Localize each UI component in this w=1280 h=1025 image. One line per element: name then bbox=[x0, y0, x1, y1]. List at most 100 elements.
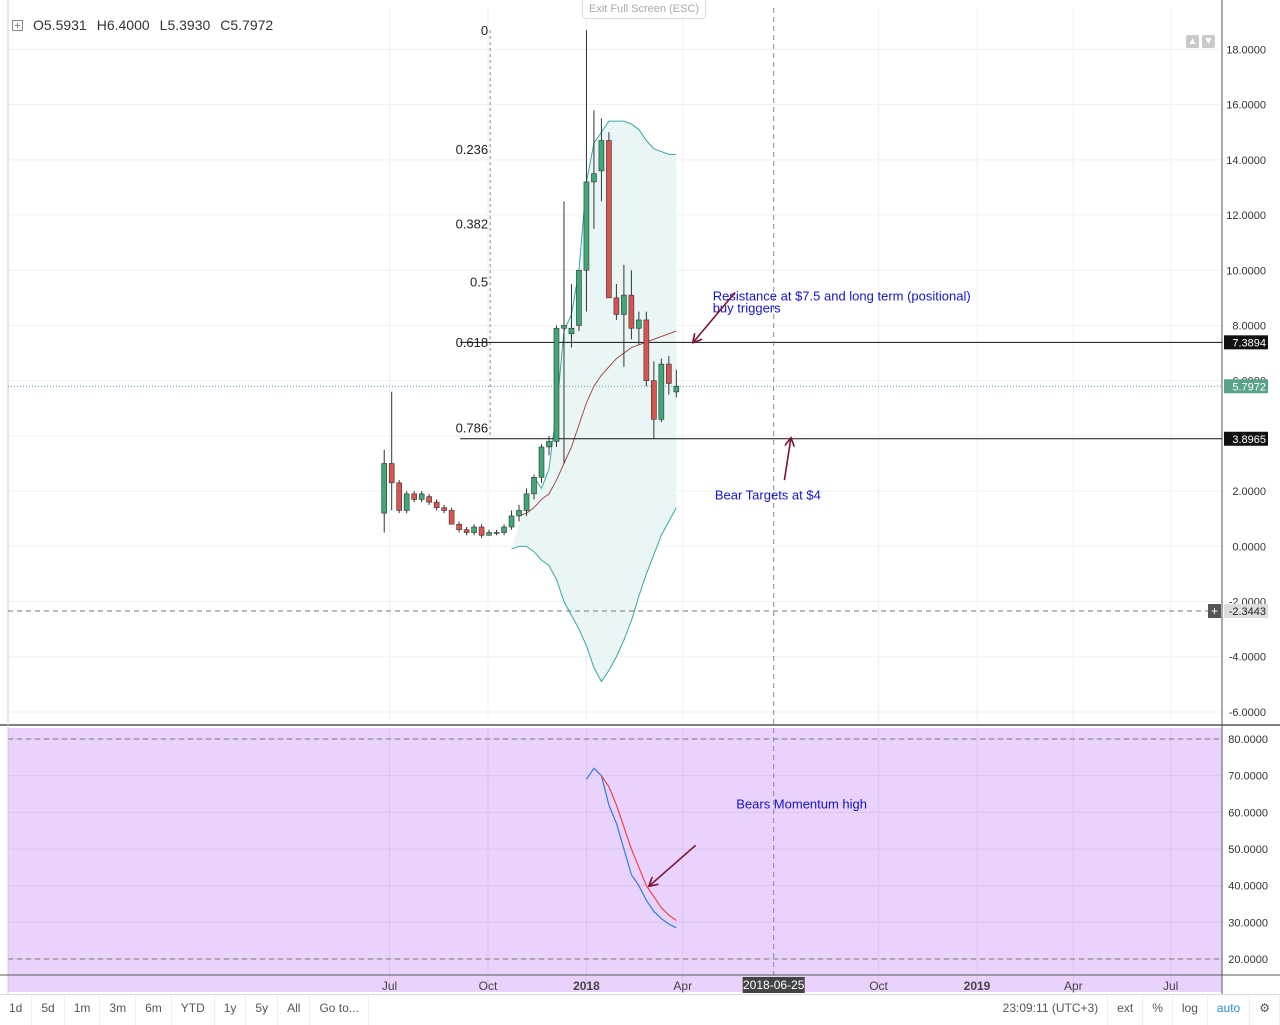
settings-gear-icon[interactable]: ⚙ bbox=[1250, 995, 1280, 1025]
log-toggle[interactable]: log bbox=[1173, 995, 1208, 1025]
expand-icon[interactable] bbox=[12, 19, 23, 31]
bollinger-lower-line bbox=[511, 507, 677, 683]
candle-body bbox=[501, 526, 507, 533]
price-tick-label: -4.0000 bbox=[1229, 652, 1266, 664]
crosshair-date-label: 2018-06-25 bbox=[743, 978, 805, 992]
range-6m[interactable]: 6m bbox=[136, 995, 172, 1025]
price-tick-label: 12.0000 bbox=[1226, 210, 1266, 222]
range-1d[interactable]: 1d bbox=[0, 995, 33, 1025]
ohlc-high: H6.4000 bbox=[96, 17, 150, 33]
pane-up-icon[interactable]: ▲ bbox=[1186, 35, 1199, 48]
candle-body bbox=[666, 363, 672, 384]
time-tick-label: Apr bbox=[673, 979, 692, 993]
candle-body bbox=[651, 380, 657, 420]
ext-toggle[interactable]: ext bbox=[1108, 995, 1144, 1025]
oscillator-tick-label: 70.0000 bbox=[1228, 771, 1268, 783]
annotation-resistance: buy triggers bbox=[713, 301, 781, 316]
bollinger-fill bbox=[511, 121, 677, 682]
percent-toggle[interactable]: % bbox=[1143, 995, 1173, 1025]
add-level-icon: + bbox=[1211, 604, 1218, 618]
oscillator-tick-label: 30.0000 bbox=[1228, 917, 1268, 929]
candle-body bbox=[418, 493, 425, 500]
price-tick-label: 10.0000 bbox=[1226, 265, 1266, 277]
time-tick-label: Jul bbox=[1163, 979, 1178, 993]
fibonacci-level-label: 0.236 bbox=[456, 142, 489, 157]
candle-body bbox=[403, 493, 410, 511]
arrow-bears-momentum bbox=[650, 844, 697, 885]
range-5d[interactable]: 5d bbox=[32, 995, 65, 1025]
candle-body bbox=[621, 294, 627, 315]
level-tag-bg bbox=[1224, 431, 1268, 446]
oscillator-d-line bbox=[600, 775, 677, 921]
time-tick-label: Apr bbox=[1064, 979, 1083, 993]
time-tick-label: Jul bbox=[382, 979, 397, 993]
arrow-resistance bbox=[693, 291, 736, 342]
candle-body bbox=[613, 297, 620, 315]
price-tick-label: 2.0000 bbox=[1232, 486, 1266, 498]
candle-body bbox=[583, 181, 590, 271]
bottom-toolbar: 1d 5d 1m 3m 6m YTD 1y 5y All Go to... 23… bbox=[0, 994, 1280, 1025]
candle-body bbox=[471, 526, 477, 533]
ohlc-legend: O5.5931 H6.4000 L5.3930 C5.7972 bbox=[12, 17, 273, 33]
candle-body bbox=[561, 325, 567, 329]
candle-body bbox=[643, 319, 650, 381]
candle-body bbox=[546, 441, 552, 448]
candle-body bbox=[673, 385, 680, 393]
price-tick-label: 14.0000 bbox=[1226, 155, 1266, 167]
ohlc-open: O5.5931 bbox=[33, 17, 87, 33]
pane-down-icon[interactable]: ▼ bbox=[1202, 35, 1215, 48]
candle-body bbox=[598, 140, 605, 172]
annotation-resistance: Resistance at $7.5 and long term (positi… bbox=[713, 289, 971, 304]
candle-body bbox=[591, 173, 597, 183]
range-all[interactable]: All bbox=[278, 995, 311, 1025]
time-tick-label: 2018 bbox=[573, 979, 600, 993]
dashed-level-tag: -2.3443 bbox=[1229, 606, 1266, 618]
range-5y[interactable]: 5y bbox=[246, 995, 279, 1025]
last-price-tag-bg bbox=[1224, 379, 1268, 394]
time-tick-label: Oct bbox=[479, 979, 498, 993]
arrow-bear-targets bbox=[783, 439, 790, 481]
candle-body bbox=[411, 493, 417, 500]
candle-body bbox=[493, 532, 500, 534]
candle-body bbox=[568, 327, 575, 335]
candle-body bbox=[463, 529, 470, 533]
time-tick-label: 2019 bbox=[964, 979, 991, 993]
price-tick-label: 0.0000 bbox=[1232, 541, 1266, 553]
range-3m[interactable]: 3m bbox=[100, 995, 137, 1025]
add-level-bg bbox=[1208, 604, 1221, 619]
fibonacci-level-label: 0.786 bbox=[456, 421, 489, 436]
candle-body bbox=[658, 363, 665, 420]
candle-body bbox=[636, 319, 642, 329]
oscillator-tick-label: 40.0000 bbox=[1228, 881, 1268, 893]
annotation-bears-momentum: Bears Momentum high bbox=[736, 797, 867, 812]
candle-body bbox=[606, 140, 612, 299]
range-1y[interactable]: 1y bbox=[215, 995, 247, 1025]
range-ytd[interactable]: YTD bbox=[172, 995, 215, 1025]
range-1m[interactable]: 1m bbox=[65, 995, 101, 1025]
candle-body bbox=[531, 477, 537, 495]
price-tick-label: 16.0000 bbox=[1226, 100, 1266, 112]
level-tag: 7.3894 bbox=[1232, 337, 1266, 349]
last-price-tag: 5.7972 bbox=[1232, 381, 1266, 393]
price-tick-label: 18.0000 bbox=[1226, 44, 1266, 56]
goto-button[interactable]: Go to... bbox=[310, 995, 369, 1025]
candle-body bbox=[576, 269, 582, 326]
auto-toggle[interactable]: auto bbox=[1208, 995, 1251, 1025]
price-tick-label: -6.0000 bbox=[1229, 707, 1266, 719]
oscillator-tick-label: 20.0000 bbox=[1228, 954, 1268, 966]
candle-body bbox=[538, 446, 545, 478]
price-tick-label: 8.0000 bbox=[1232, 320, 1266, 332]
exit-fullscreen-button[interactable]: Exit Full Screen (ESC) bbox=[582, 0, 706, 19]
level-tag-bg bbox=[1224, 335, 1268, 350]
candle-body bbox=[441, 507, 447, 511]
clock: 23:09:11 (UTC+3) bbox=[994, 995, 1109, 1025]
candle-body bbox=[516, 510, 522, 517]
oscillator-background bbox=[8, 728, 1222, 992]
annotation-bear-targets: Bear Targets at $4 bbox=[715, 487, 821, 502]
crosshair-date-bg bbox=[742, 977, 805, 993]
candle-body bbox=[426, 496, 432, 503]
candle-body bbox=[388, 463, 395, 484]
candle-body bbox=[448, 510, 455, 525]
fibonacci-level-label: 0.5 bbox=[470, 274, 488, 289]
